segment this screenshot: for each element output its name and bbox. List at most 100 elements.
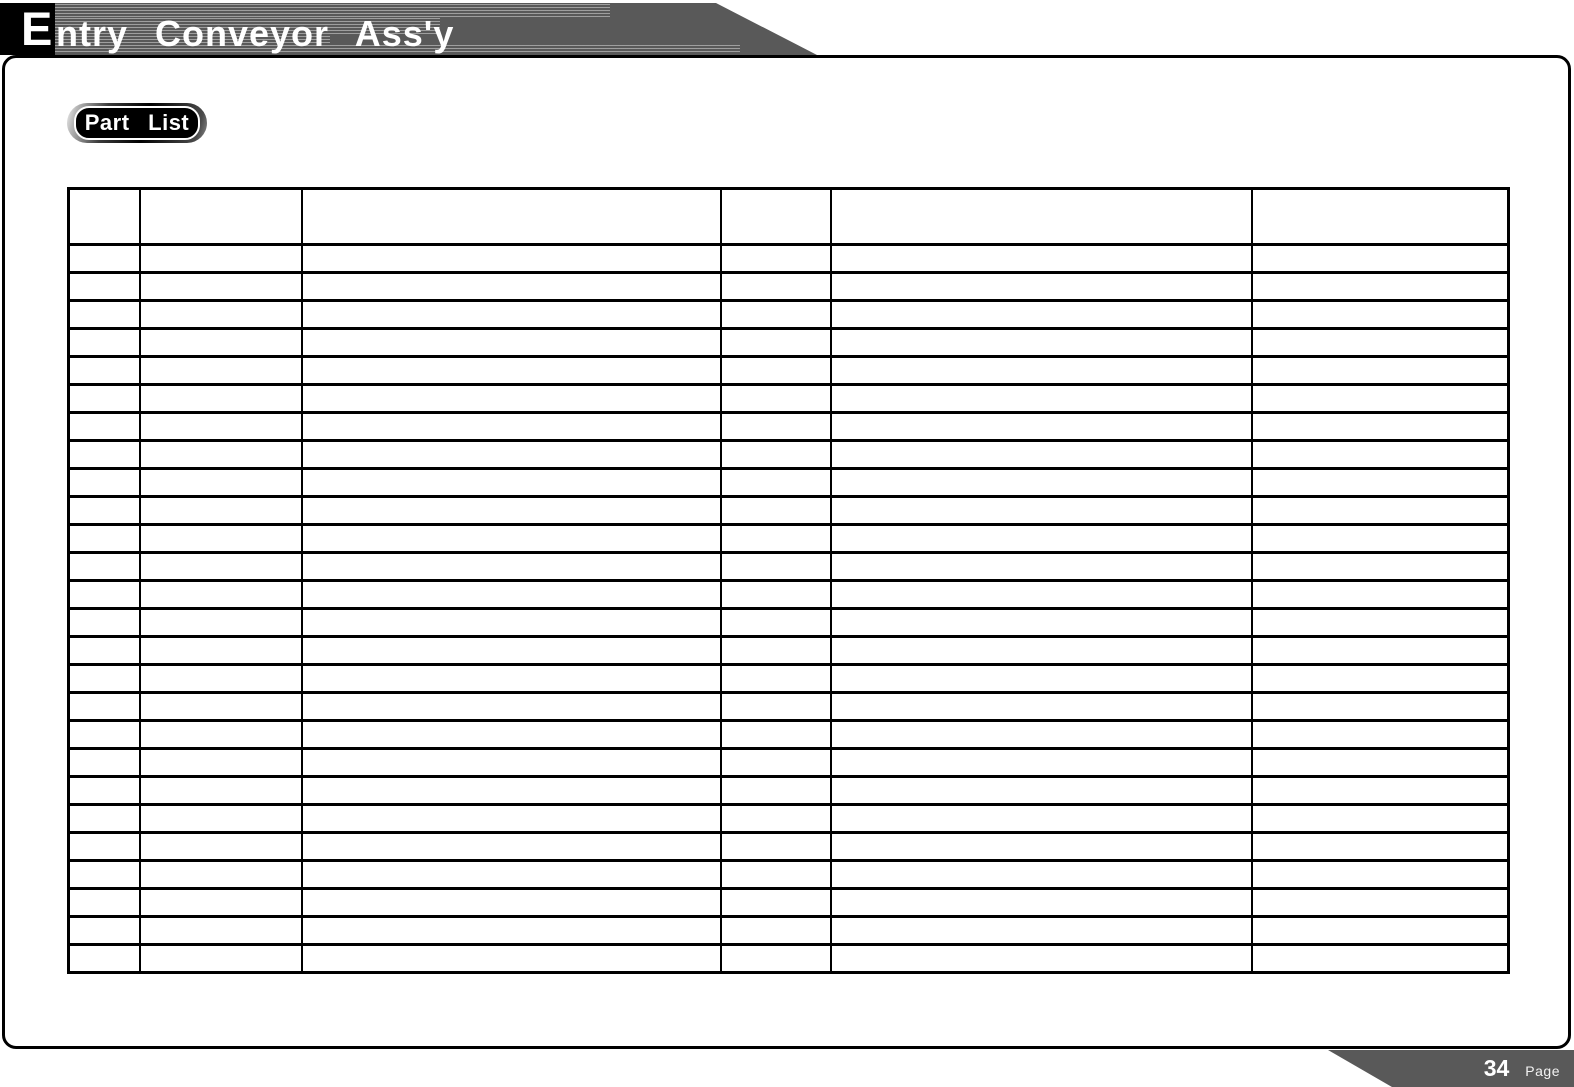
band-stripes-top (40, 4, 610, 17)
table-cell-r3-c1 (141, 302, 301, 327)
table-cell-r3-c2 (303, 302, 720, 327)
table-cell-r23-c5 (1253, 862, 1507, 887)
table-cell-r8-c2 (303, 442, 720, 467)
table-cell-r24-c3 (722, 890, 830, 915)
table-cell-r7-c0 (70, 414, 139, 439)
table-cell-r0-c3 (722, 218, 830, 243)
table-cell-r5-c2 (303, 358, 720, 383)
table-cell-r15-c5 (1253, 638, 1507, 663)
table-cell-r4-c5 (1253, 330, 1507, 355)
table-cell-r26-c0 (70, 946, 139, 971)
title-initial-box: E (0, 3, 55, 55)
table-cell-r6-c0 (70, 386, 139, 411)
table-cell-r19-c4 (832, 750, 1251, 775)
table-cell-r7-c1 (141, 414, 301, 439)
table-cell-r20-c1 (141, 778, 301, 803)
table-cell-r24-c2 (303, 890, 720, 915)
band-stripes-lower (40, 36, 330, 45)
table-cell-r13-c2 (303, 582, 720, 607)
title-initial-letter: E (21, 2, 53, 55)
table-cell-r10-c0 (70, 498, 139, 523)
table-cell-r6-c1 (141, 386, 301, 411)
table-cell-r14-c5 (1253, 610, 1507, 635)
table-cell-r18-c1 (141, 722, 301, 747)
table-cell-r11-c4 (832, 526, 1251, 551)
table-cell-r17-c3 (722, 694, 830, 719)
page-label: Page (1525, 1062, 1560, 1079)
table-cell-r15-c3 (722, 638, 830, 663)
table-cell-r8-c3 (722, 442, 830, 467)
table-cell-r10-c2 (303, 498, 720, 523)
table-cell-r18-c3 (722, 722, 830, 747)
table-cell-r20-c2 (303, 778, 720, 803)
table-cell-r19-c0 (70, 750, 139, 775)
table-cell-r2-c4 (832, 274, 1251, 299)
table-cell-r9-c2 (303, 470, 720, 495)
table-cell-r22-c2 (303, 834, 720, 859)
table-cell-r15-c4 (832, 638, 1251, 663)
table-cell-r5-c4 (832, 358, 1251, 383)
table-cell-r14-c0 (70, 610, 139, 635)
table-cell-r8-c0 (70, 442, 139, 467)
table-cell-r3-c4 (832, 302, 1251, 327)
table-cell-r4-c0 (70, 330, 139, 355)
table-cell-r11-c3 (722, 526, 830, 551)
table-cell-r23-c1 (141, 862, 301, 887)
table-cell-r3-c0 (70, 302, 139, 327)
table-cell-r4-c3 (722, 330, 830, 355)
table-cell-r12-c4 (832, 554, 1251, 579)
table-cell-r16-c0 (70, 666, 139, 691)
table-cell-r12-c0 (70, 554, 139, 579)
part-list-badge-inner: Part List (74, 106, 200, 140)
table-cell-r5-c0 (70, 358, 139, 383)
table-cell-r4-c1 (141, 330, 301, 355)
part-list-table (67, 187, 1510, 974)
table-cell-r9-c3 (722, 470, 830, 495)
table-cell-r16-c5 (1253, 666, 1507, 691)
table-cell-r7-c5 (1253, 414, 1507, 439)
table-cell-r19-c5 (1253, 750, 1507, 775)
table-cell-r0-c4 (832, 218, 1251, 243)
header-title-band: ntry Conveyor Ass'y (40, 3, 817, 55)
table-cell-r17-c0 (70, 694, 139, 719)
table-cell-r9-c0 (70, 470, 139, 495)
table-cell-r21-c2 (303, 806, 720, 831)
table-cell-r11-c0 (70, 526, 139, 551)
table-cell-r17-c1 (141, 694, 301, 719)
table-cell-r24-c1 (141, 890, 301, 915)
table-cell-r10-c1 (141, 498, 301, 523)
table-cell-r14-c2 (303, 610, 720, 635)
table-cell-r24-c0 (70, 890, 139, 915)
table-cell-r16-c4 (832, 666, 1251, 691)
table-cell-r1-c3 (722, 246, 830, 271)
table-cell-r2-c5 (1253, 274, 1507, 299)
band-stripes-bottom (40, 45, 740, 54)
table-cell-r17-c4 (832, 694, 1251, 719)
table-cell-r10-c3 (722, 498, 830, 523)
table-cell-r22-c1 (141, 834, 301, 859)
table-cell-r19-c1 (141, 750, 301, 775)
page-title-rest: ntry Conveyor Ass'y (56, 13, 455, 54)
table-cell-r3-c5 (1253, 302, 1507, 327)
table-cell-r23-c3 (722, 862, 830, 887)
table-cell-r19-c2 (303, 750, 720, 775)
table-cell-r22-c0 (70, 834, 139, 859)
table-cell-r25-c0 (70, 918, 139, 943)
table-cell-r22-c3 (722, 834, 830, 859)
table-cell-r24-c5 (1253, 890, 1507, 915)
table-cell-r8-c1 (141, 442, 301, 467)
part-list-badge: Part List (67, 103, 207, 143)
table-cell-r12-c3 (722, 554, 830, 579)
footer-page-banner: 34 Page (1328, 1050, 1574, 1087)
table-cell-r13-c3 (722, 582, 830, 607)
table-cell-r7-c4 (832, 414, 1251, 439)
table-cell-r25-c1 (141, 918, 301, 943)
table-cell-r9-c5 (1253, 470, 1507, 495)
table-cell-r21-c3 (722, 806, 830, 831)
table-cell-r20-c5 (1253, 778, 1507, 803)
table-cell-r4-c4 (832, 330, 1251, 355)
table-cell-r1-c2 (303, 246, 720, 271)
table-cell-r12-c1 (141, 554, 301, 579)
table-cell-r11-c1 (141, 526, 301, 551)
table-cell-r16-c3 (722, 666, 830, 691)
